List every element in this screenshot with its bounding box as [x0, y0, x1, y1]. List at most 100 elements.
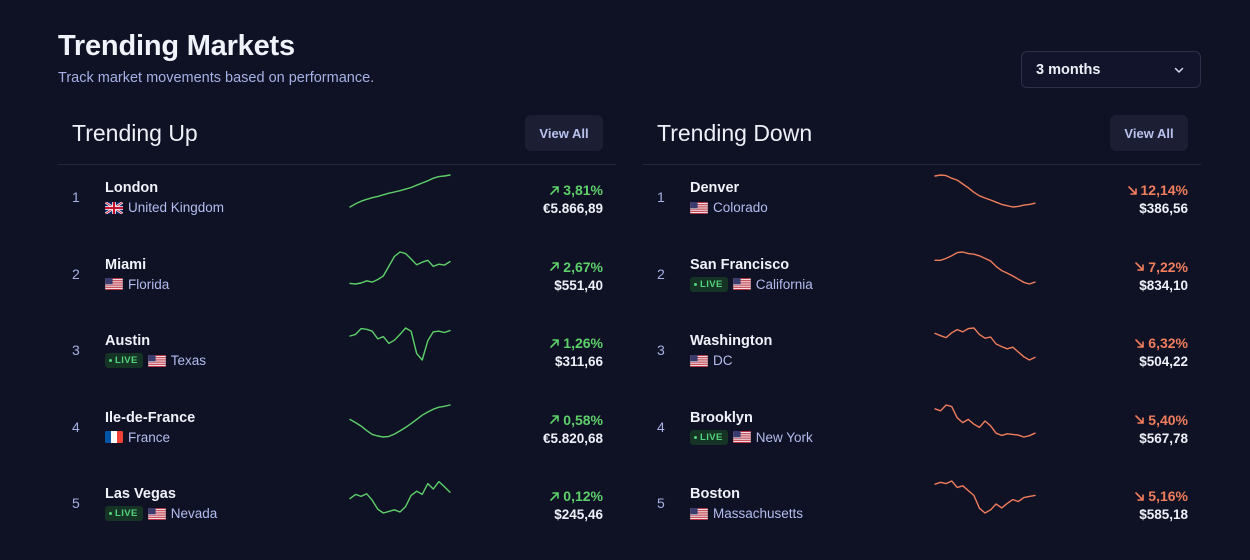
us-flag-icon [690, 354, 708, 367]
live-badge-label: LIVE [700, 431, 723, 443]
rank-number: 2 [657, 265, 665, 282]
change-value: 5,16% [1148, 488, 1188, 504]
market-row[interactable]: 1 Denver Colorado 12,14% $386,56 [643, 169, 1201, 229]
live-dot-icon [694, 282, 697, 286]
market-price: $504,22 [1139, 354, 1188, 369]
market-row[interactable]: 5 Las Vegas LIVE Nevada 0,12% $245,46 [58, 475, 616, 535]
page-title: Trending Markets [58, 30, 295, 62]
change-percent: 1,26% [549, 335, 603, 351]
market-price: $551,40 [554, 277, 603, 293]
market-meta: United Kingdom [105, 200, 224, 215]
us-flag-icon [147, 507, 166, 520]
market-meta: DC [690, 353, 733, 368]
trend-sparkline [349, 327, 451, 361]
live-badge: LIVE [105, 506, 143, 521]
market-name: San Francisco [690, 256, 790, 273]
trending-up-view-all-button[interactable]: View All [525, 115, 603, 151]
trend-sparkline [934, 403, 1036, 438]
market-name: Austin [105, 333, 151, 349]
rank-number: 4 [72, 418, 80, 435]
market-price: $245,46 [554, 507, 603, 522]
market-price: $567,78 [1139, 430, 1188, 446]
market-row[interactable]: 2 San Francisco LIVE California 7,22% $834,10 [643, 246, 1201, 306]
rank-number: 3 [657, 342, 665, 358]
market-meta: LIVE California [690, 276, 813, 292]
sparkline-path [934, 174, 1036, 208]
sparkline-path [349, 480, 451, 514]
time-range-value: 3 months [1036, 61, 1101, 78]
market-name: Ile-de-France [105, 409, 196, 426]
live-badge-label: LIVE [115, 355, 138, 366]
market-row[interactable]: 1 London United Kingdom 3,81% €5.866,89 [58, 169, 616, 229]
change-value: 0,12% [563, 488, 603, 504]
sparkline-path [349, 250, 451, 285]
live-dot-icon [109, 359, 112, 362]
market-meta: LIVE New York [690, 429, 813, 445]
us-flag-icon [147, 354, 166, 367]
change-percent: 6,32% [1134, 335, 1188, 351]
rank-number: 5 [72, 495, 80, 511]
live-badge: LIVE [690, 429, 728, 445]
market-price: $585,18 [1139, 507, 1188, 522]
arrow-up-right-icon [550, 185, 560, 195]
trend-sparkline [934, 327, 1036, 361]
market-region: Nevada [170, 506, 218, 521]
trending-down-panel: Trending Down View All 1 Denver Colorado 12… [643, 113, 1201, 560]
trending-up-header: Trending Up View All [58, 113, 616, 165]
us-flag-icon [105, 278, 123, 290]
change-value: 1,26% [563, 335, 603, 351]
market-meta: Massachusetts [690, 506, 803, 521]
market-region: Florida [128, 276, 170, 292]
change-percent: 0,12% [549, 488, 603, 504]
change-value: 7,22% [1148, 258, 1188, 275]
sparkline-path [934, 327, 1036, 361]
market-name: Washington [690, 333, 773, 349]
arrow-down-right-icon [1135, 338, 1145, 348]
sparkline-path [349, 327, 451, 361]
trend-sparkline [934, 250, 1036, 285]
market-region: Texas [170, 353, 206, 368]
arrow-down-right-icon [1135, 415, 1145, 424]
change-percent: 12,14% [1127, 182, 1188, 198]
market-row[interactable]: 5 Boston Massachusetts 5,16% $585,18 [643, 475, 1201, 535]
rank-number: 2 [72, 265, 80, 282]
market-region: New York [755, 429, 813, 445]
trend-sparkline [934, 174, 1036, 208]
market-price: $386,56 [1139, 201, 1188, 216]
market-region: Massachusetts [713, 506, 804, 521]
page-subtitle: Track market movements based on performa… [58, 70, 375, 86]
live-badge: LIVE [690, 276, 728, 292]
market-row[interactable]: 4 Brooklyn LIVE New York 5,40% $567,78 [643, 399, 1201, 459]
arrow-up-right-icon [550, 491, 560, 501]
market-name: Boston [690, 486, 740, 502]
market-meta: Florida [105, 277, 169, 292]
arrow-up-right-icon [550, 415, 560, 424]
market-region: United Kingdom [128, 200, 225, 215]
change-value: 12,14% [1140, 182, 1188, 198]
market-region: DC [713, 353, 733, 368]
market-price: $834,10 [1139, 277, 1188, 293]
market-meta: France [105, 430, 170, 445]
trending-up-title: Trending Up [72, 120, 198, 146]
arrow-up-right-icon [550, 338, 560, 348]
market-price: €5.866,89 [542, 201, 603, 216]
us-flag-icon [690, 507, 708, 520]
trending-down-title: Trending Down [657, 120, 813, 146]
time-range-select[interactable]: 3 months [1021, 51, 1201, 88]
trending-down-view-all-button[interactable]: View All [1110, 115, 1188, 151]
trending-up-panel: Trending Up View All 1 London United Kingd… [58, 113, 616, 560]
live-badge-label: LIVE [115, 508, 138, 519]
change-percent: 3,81% [549, 182, 603, 198]
change-percent: 0,58% [549, 412, 603, 428]
market-row[interactable]: 4 Ile-de-France France 0,58% €5.820,68 [58, 399, 616, 459]
sparkline-path [934, 250, 1036, 285]
trend-sparkline [349, 174, 451, 208]
live-badge: LIVE [105, 353, 143, 368]
change-value: 3,81% [563, 182, 603, 198]
rank-number: 4 [657, 418, 665, 435]
rank-number: 3 [72, 342, 80, 358]
market-row[interactable]: 2 Miami Florida 2,67% $551,40 [58, 246, 616, 306]
market-row[interactable]: 3 Washington DC 6,32% $504,22 [643, 322, 1201, 382]
change-value: 0,58% [563, 411, 603, 428]
market-row[interactable]: 3 Austin LIVE Texas 1,26% $311,66 [58, 322, 616, 382]
